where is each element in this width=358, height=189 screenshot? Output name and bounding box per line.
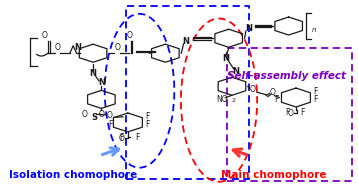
Text: N: N [74, 43, 81, 52]
Bar [227, 48, 352, 181]
Text: N: N [183, 37, 190, 46]
Bar [126, 6, 249, 179]
Text: N: N [98, 78, 105, 87]
Text: O: O [42, 31, 48, 40]
Text: Isolation chomophore: Isolation chomophore [9, 170, 137, 180]
Text: O: O [269, 88, 275, 97]
Text: Self-assembly effect: Self-assembly effect [227, 71, 347, 81]
Text: 2: 2 [231, 98, 235, 103]
Text: F: F [120, 133, 124, 142]
Text: O: O [119, 134, 125, 143]
Text: NO: NO [216, 95, 228, 105]
Text: S: S [91, 113, 97, 122]
Text: F: F [313, 87, 318, 96]
Text: F: F [300, 108, 305, 117]
Text: N: N [232, 67, 239, 76]
Text: F: F [313, 95, 318, 104]
Text: F: F [108, 120, 113, 129]
Text: F: F [274, 95, 279, 104]
Text: F: F [285, 108, 290, 117]
Text: n: n [312, 27, 317, 33]
Text: F: F [145, 120, 150, 129]
Text: N: N [90, 69, 97, 78]
Text: F: F [145, 112, 150, 121]
Text: O: O [55, 43, 61, 52]
Text: O: O [250, 85, 256, 94]
Text: O: O [115, 43, 121, 52]
Text: O: O [127, 31, 132, 40]
Text: N: N [245, 24, 252, 33]
Text: N: N [222, 54, 229, 63]
Text: F: F [136, 133, 140, 142]
Text: Main chomophore: Main chomophore [221, 170, 326, 180]
Text: O: O [288, 109, 294, 118]
Text: O: O [82, 109, 88, 119]
Text: O: O [107, 111, 113, 120]
Text: O: O [99, 109, 105, 119]
